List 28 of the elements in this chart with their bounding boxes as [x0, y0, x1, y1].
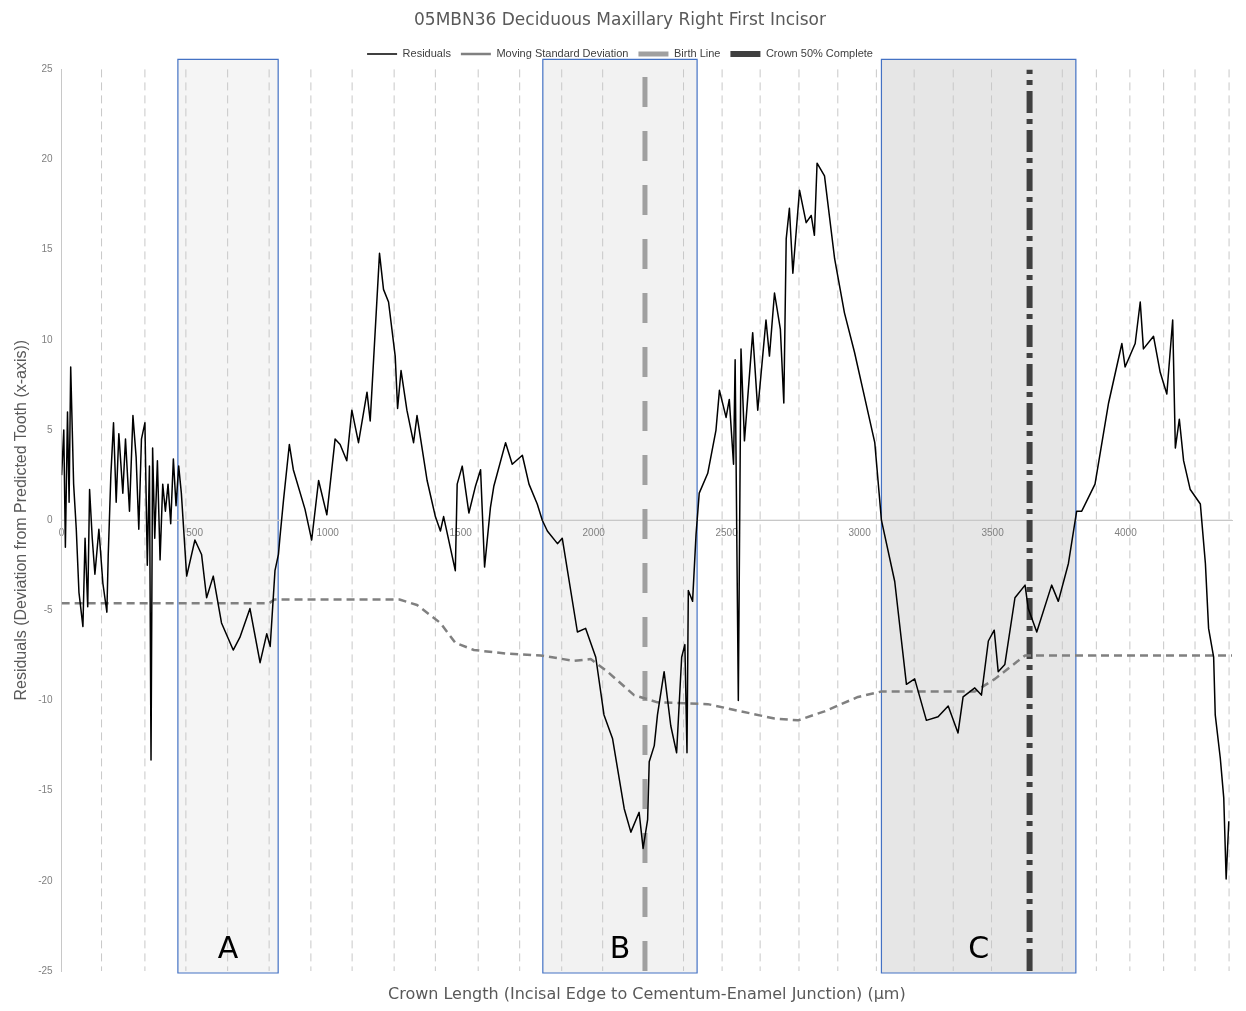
band-label: B: [609, 929, 631, 965]
y-tick-label: 5: [47, 423, 54, 435]
x-axis-title: Crown Length (Incisal Edge to Cementum-Enamel Junction) (µm): [387, 984, 906, 1004]
legend-label: Residuals: [402, 46, 452, 59]
y-tick-label: -10: [38, 694, 54, 706]
y-tick-label: 25: [41, 63, 54, 75]
x-tick-label: 3000: [848, 526, 872, 538]
y-tick-label: 15: [41, 243, 54, 255]
x-tick-label: 2000: [582, 526, 606, 538]
band-label: A: [217, 929, 239, 965]
y-tick-label: -15: [38, 784, 54, 796]
legend-label: Birth Line: [673, 46, 721, 59]
chart-title: 05MBN36 Deciduous Maxillary Right First Incisor: [414, 8, 826, 29]
x-tick-label: 4000: [1114, 526, 1138, 538]
x-tick-label: 500: [186, 526, 204, 538]
x-tick-label: 1000: [316, 526, 340, 538]
y-tick-label: -20: [38, 874, 54, 886]
y-tick-label: -25: [38, 964, 54, 976]
y-tick-label: -5: [43, 604, 54, 616]
y-tick-label: 20: [41, 153, 54, 165]
x-tick-label: 3500: [981, 526, 1005, 538]
y-tick-label: 0: [47, 513, 54, 525]
band-label: C: [968, 929, 990, 965]
line-series: [61, 598, 1232, 722]
legend-label: Crown 50% Complete: [765, 46, 873, 59]
y-axis-title: Residuals (Deviation from Predicted Tooth (x-axis)): [12, 339, 30, 701]
y-tick-label: 10: [41, 333, 54, 345]
legend-label: Moving Standard Deviation: [496, 46, 629, 59]
